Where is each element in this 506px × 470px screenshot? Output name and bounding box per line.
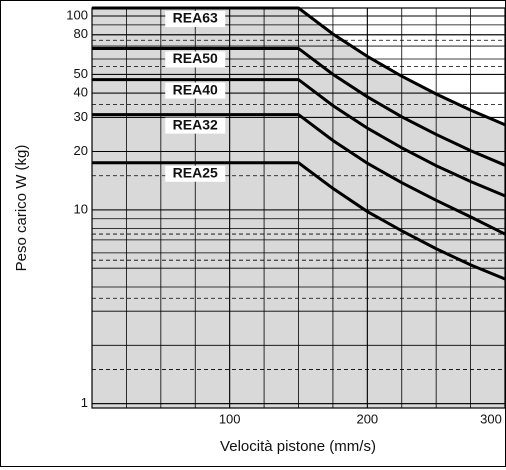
series-label-box [165,165,226,182]
y-tick-label: 80 [74,26,88,41]
x-tick-label: 300 [480,411,502,426]
series-label: REA32 [173,116,218,132]
y-tick-label: 50 [74,66,88,81]
x-axis-label: Velocità pistone (mm/s) [220,438,376,455]
series-line [92,161,506,281]
x-tick-label: 100 [219,411,241,426]
y-tick-label: 30 [74,109,88,124]
y-tick-label: 40 [74,85,88,100]
x-tick-label: 200 [356,411,378,426]
series-label: REA50 [173,50,218,66]
series-label-box [165,51,226,68]
y-tick-label: 1 [81,395,88,410]
y-tick-label: 100 [66,7,88,22]
series-label-box [165,117,226,134]
series-label: REA63 [173,10,218,26]
series-label-box [165,11,226,27]
y-tick-label: 10 [74,201,88,216]
y-axis-label: Peso carico W (kg) [13,145,30,272]
series-line [92,6,506,127]
series-label-box [165,82,226,99]
series-label: REA25 [173,164,218,180]
y-tick-label: 20 [74,143,88,158]
series-label: REA40 [173,81,218,97]
series-line [92,113,506,236]
series-line [92,78,506,198]
series-line [92,46,506,167]
